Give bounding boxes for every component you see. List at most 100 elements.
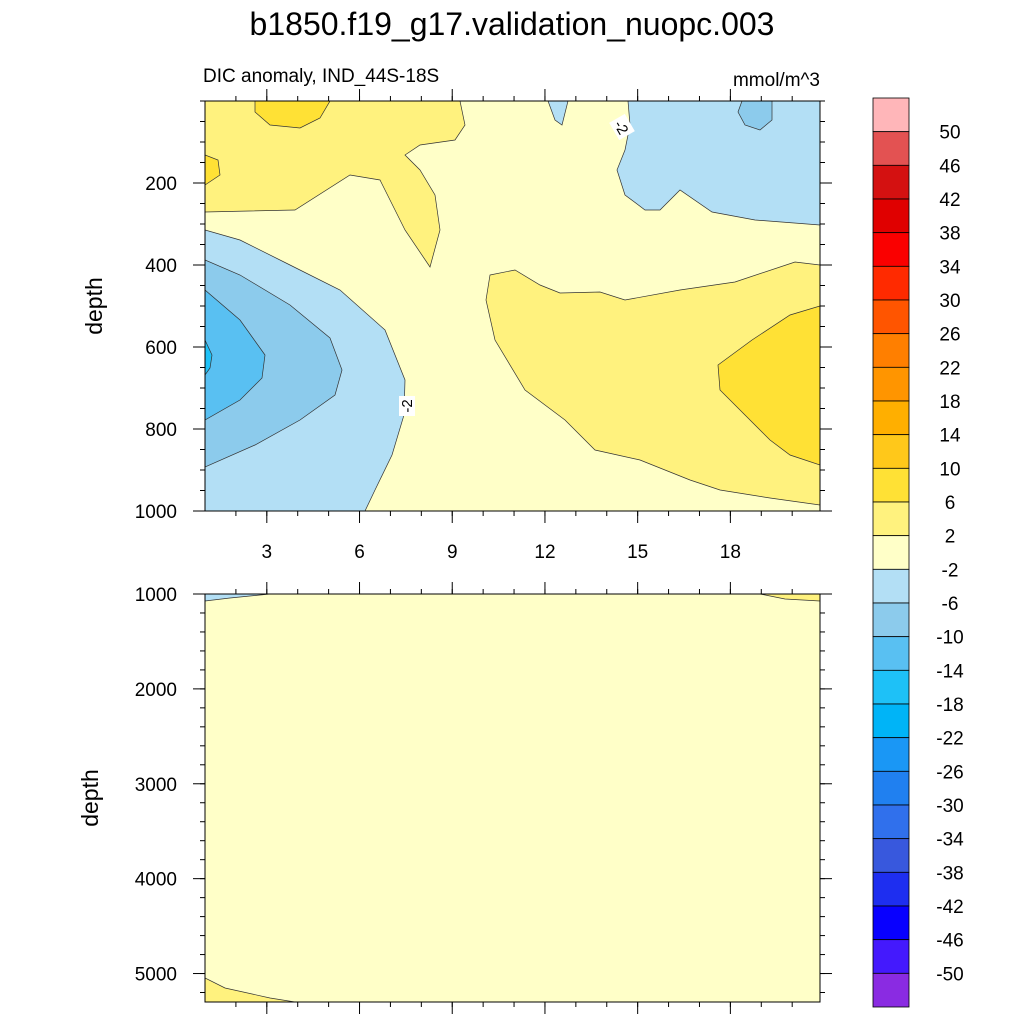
y-tick-label: 3000	[135, 775, 177, 796]
colorbar-label: 50	[939, 123, 960, 144]
contour-fill-neg6-neg10-top-right	[737, 101, 773, 131]
colorbar-label: -42	[936, 897, 963, 918]
colorbar-label: -2	[942, 560, 959, 581]
colorbar-label: -50	[936, 964, 963, 985]
contour-fill-2-6-deep-bottom	[205, 977, 296, 1002]
colorbar-swatch	[872, 568, 910, 604]
colorbar-label: 42	[939, 190, 960, 211]
colorbar-label: -30	[936, 796, 963, 817]
upper-panel: -2 -2 200 400 600 800 1000 3 6 9 12 15 18 depth	[81, 89, 832, 563]
colorbar-swatch	[872, 972, 910, 1008]
colorbar-label: 6	[945, 493, 956, 514]
contour-fill-neutral-deep	[205, 594, 820, 1002]
colorbar-label: -26	[936, 762, 963, 783]
upper-y-axis-label: depth	[81, 277, 107, 335]
contour-fill-neg14-neg18-left	[205, 339, 213, 376]
colorbar-swatch	[872, 198, 910, 234]
chart-title: b1850.f19_g17.validation_nuopc.003	[250, 6, 775, 42]
colorbar-label: -22	[936, 729, 963, 750]
y-tick-label: 800	[145, 420, 177, 441]
colorbar-label: 14	[939, 426, 961, 447]
colorbar-swatch	[872, 770, 910, 806]
lower-y-axis: 1000 2000 3000 4000 5000	[135, 585, 832, 994]
colorbar-label: -18	[936, 695, 963, 716]
contour-fill-6-10-left-edge	[205, 154, 221, 186]
x-tick-label: 15	[627, 542, 648, 563]
y-tick-label: 1000	[135, 585, 177, 606]
lower-contours	[205, 594, 820, 1002]
colorbar-swatch	[872, 400, 910, 436]
svg-text:-2: -2	[399, 399, 416, 412]
colorbar-label: 2	[945, 527, 956, 548]
colorbar-label: 10	[939, 459, 960, 480]
colorbar-swatch	[872, 467, 910, 503]
colorbar-swatch	[872, 299, 910, 335]
colorbar-swatch	[872, 265, 910, 301]
y-tick-label: 400	[145, 256, 177, 277]
contour-fill-6-10-surface	[254, 101, 331, 129]
colorbar-label: -34	[936, 830, 964, 851]
colorbar-swatch	[872, 366, 910, 402]
colorbar-label: -6	[942, 594, 959, 615]
x-tick-label: 6	[354, 542, 365, 563]
contour-label-neg2-b: -2	[399, 396, 416, 416]
y-tick-label: 1000	[135, 502, 177, 523]
y-tick-label: 5000	[135, 965, 177, 986]
colorbar-label: -14	[936, 661, 964, 682]
colorbar-swatch	[872, 905, 910, 941]
contour-fill-6-10-right	[717, 305, 820, 466]
chart-subtitle-right: mmol/m^3	[733, 70, 820, 91]
x-tick-label: 12	[534, 542, 555, 563]
lower-y-axis-label: depth	[77, 769, 103, 827]
colorbar-swatch	[872, 669, 910, 705]
colorbar-swatch	[872, 939, 910, 974]
colorbar-swatch	[872, 871, 910, 907]
contour-fill-2-6-deep-right	[759, 594, 820, 602]
contour-label-neg2-a: -2	[609, 113, 635, 141]
chart-subtitle-left: DIC anomaly, IND_44S-18S	[203, 66, 439, 87]
colorbar-label: 34	[939, 257, 961, 278]
y-tick-label: 200	[145, 174, 177, 195]
x-tick-label: 3	[262, 542, 273, 563]
lower-plot-frame	[204, 593, 821, 1003]
colorbar-swatch	[872, 636, 910, 671]
colorbar: 50 46 42 38 34 30 26 22 18 14 10 6 2 -2 -6 -10 -14 -18 -22…	[872, 97, 964, 1008]
y-tick-label: 4000	[135, 870, 177, 891]
lower-x-axis	[235, 582, 793, 1014]
colorbar-label: -46	[936, 931, 963, 952]
y-tick-label: 2000	[135, 680, 177, 701]
contour-fill-neg2-neg6-top-right	[616, 101, 820, 226]
colorbar-label: 22	[939, 358, 960, 379]
contour-fill-neg2-neg6-deep	[205, 594, 271, 602]
lower-panel: 1000 2000 3000 4000 5000 depth	[77, 582, 832, 1014]
upper-x-axis: 3 6 9 12 15 18	[235, 89, 793, 563]
colorbar-label: -38	[936, 863, 963, 884]
colorbar-swatch	[872, 232, 910, 267]
upper-contours: -2 -2	[205, 101, 820, 511]
colorbar-swatch	[872, 804, 910, 840]
colorbar-swatch	[872, 535, 910, 570]
x-tick-label: 9	[447, 542, 458, 563]
contour-fill-2-6-right	[485, 261, 820, 506]
colorbar-label: 26	[939, 325, 960, 346]
contour-fill-neg10-neg14-left	[205, 289, 266, 421]
colorbar-label: 46	[939, 156, 960, 177]
upper-y-axis: 200 400 600 800 1000	[135, 100, 832, 523]
x-tick-label: 18	[720, 542, 741, 563]
colorbar-label: 18	[939, 392, 960, 413]
colorbar-label: 30	[939, 291, 960, 312]
contour-fill-neg6-neg10-left	[205, 259, 343, 468]
colorbar-swatch	[872, 602, 910, 638]
colorbar-swatch	[872, 703, 910, 739]
colorbar-swatch	[872, 97, 910, 133]
contour-fill-neg2-neg6-top-mid	[547, 101, 569, 126]
colorbar-swatch	[872, 333, 910, 368]
colorbar-swatch	[872, 838, 910, 873]
colorbar-swatch	[872, 501, 910, 537]
colorbar-swatch	[872, 131, 910, 166]
y-tick-label: 600	[145, 338, 177, 359]
colorbar-swatch	[872, 434, 910, 469]
colorbar-label: -10	[936, 628, 963, 649]
colorbar-swatch	[872, 164, 910, 200]
